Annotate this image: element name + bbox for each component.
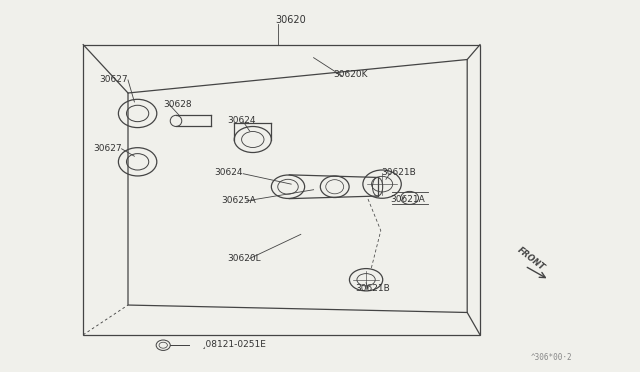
Text: 30621B: 30621B (381, 169, 415, 177)
Text: 30620L: 30620L (227, 254, 261, 263)
Text: 30627: 30627 (99, 76, 128, 84)
Text: ^306*00·2: ^306*00·2 (531, 353, 573, 362)
Text: 30624: 30624 (214, 169, 243, 177)
Text: 30627: 30627 (93, 144, 122, 153)
Text: 30620: 30620 (275, 16, 306, 25)
Text: ¸08121-0251E: ¸08121-0251E (202, 340, 266, 349)
Text: 30625A: 30625A (221, 196, 255, 205)
Text: 30621A: 30621A (390, 195, 425, 203)
Text: 30628: 30628 (163, 100, 192, 109)
Text: 30624: 30624 (227, 116, 256, 125)
Text: 30620K: 30620K (333, 70, 367, 79)
Text: 30621B: 30621B (355, 284, 390, 293)
Text: FRONT: FRONT (515, 245, 546, 272)
